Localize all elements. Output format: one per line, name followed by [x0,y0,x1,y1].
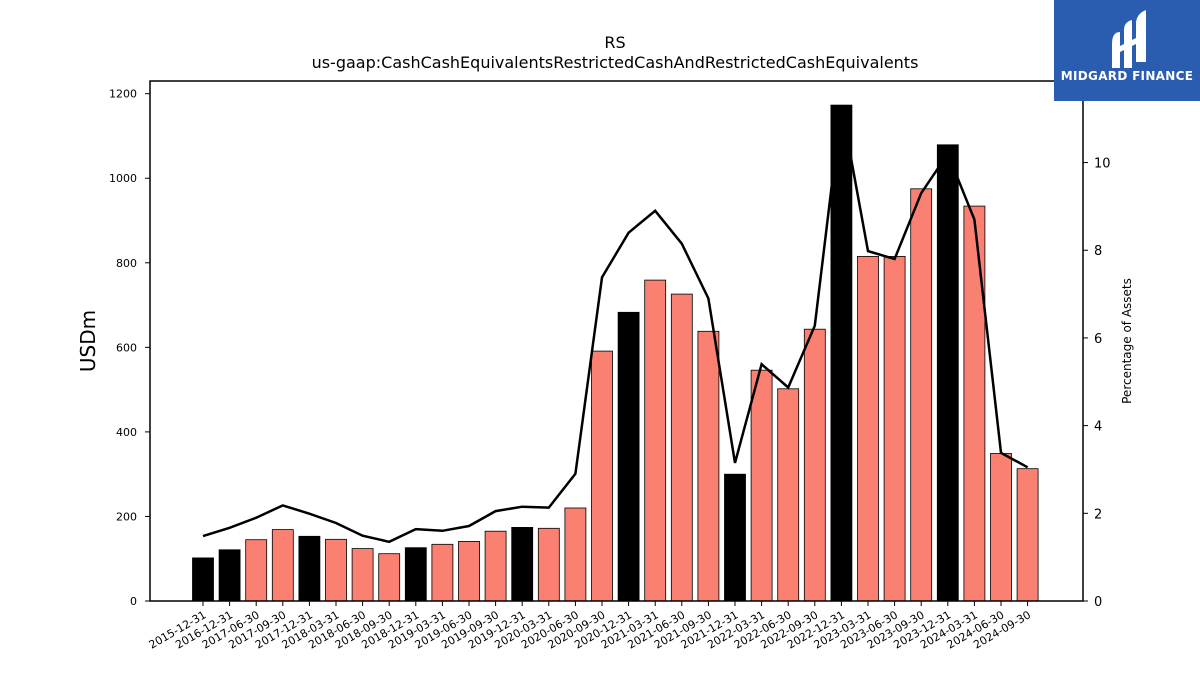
bar-2015-12-31 [192,557,214,602]
bar-2020-09-30 [591,350,613,602]
logo-mark-icon [1112,10,1146,68]
bar-2019-03-31 [431,543,454,602]
bar-2018-09-30 [378,553,401,602]
y2-axis-label: Percentage of Assets [1120,278,1134,404]
y2-tick-label: 10 [1094,157,1111,172]
y2-tick-label: 0 [1094,595,1102,610]
chart-title-line1: RS [604,33,625,52]
bar-2022-06-30 [777,388,800,602]
bar-2017-06-30 [245,539,268,602]
y2-tick-label: 8 [1094,244,1102,259]
bar-2017-12-31 [298,535,321,602]
y-tick-label: 1000 [109,172,137,185]
y-tick-label: 200 [116,510,137,523]
bar-2020-12-31 [617,311,640,602]
bar-2019-09-30 [484,530,507,602]
right-axis: 0 2 4 6 8 10 [1083,157,1111,610]
bar-2021-06-30 [670,293,693,602]
bar-2024-06-30 [990,453,1012,602]
bar-2018-06-30 [351,548,374,602]
y2-tick-label: 2 [1094,507,1102,522]
bar-2022-03-31 [750,369,773,602]
plot-frame [149,80,1084,602]
y-tick-label: 1200 [109,88,137,101]
bars-group [192,104,1039,602]
bar-2023-06-30 [883,255,906,602]
midgard-finance-logo: MIDGARD FINANCE [1054,0,1200,101]
left-axis: 0 200 400 600 800 1000 1200 [109,88,150,608]
bar-2017-09-30 [271,529,294,602]
bar-2023-09-30 [910,188,933,602]
bar-2019-12-31 [511,527,534,602]
y-tick-label: 600 [116,341,137,354]
bar-2024-03-31 [963,205,986,602]
bar-2018-03-31 [325,538,347,602]
x-axis: 2015-12-312016-12-312017-06-302017-09-30… [147,601,1033,652]
y2-tick-label: 6 [1094,332,1102,347]
bar-2020-03-31 [537,527,560,602]
bar-2020-06-30 [564,507,587,602]
bar-2021-09-30 [697,330,720,602]
bar-2021-12-31 [724,473,746,602]
bar-2022-09-30 [803,328,826,602]
bar-2024-09-30 [1016,468,1039,602]
y2-tick-label: 4 [1094,420,1102,435]
bar-2023-03-31 [857,255,879,602]
y-tick-label: 0 [130,595,137,608]
y-tick-label: 800 [116,257,137,270]
bar-2022-12-31 [830,104,853,602]
bar-2019-06-30 [458,541,480,602]
bar-2016-12-31 [218,549,241,602]
percentage-line [202,105,1029,544]
chart-title-line2: us-gaap:CashCashEquivalentsRestrictedCas… [312,53,919,72]
y-axis-label: USDm [76,310,100,372]
y-tick-label: 400 [116,426,137,439]
bar-2018-12-31 [404,547,427,602]
logo-text: MIDGARD FINANCE [1060,69,1194,83]
bar-2021-03-31 [644,279,667,602]
bar-2023-12-31 [936,144,959,602]
